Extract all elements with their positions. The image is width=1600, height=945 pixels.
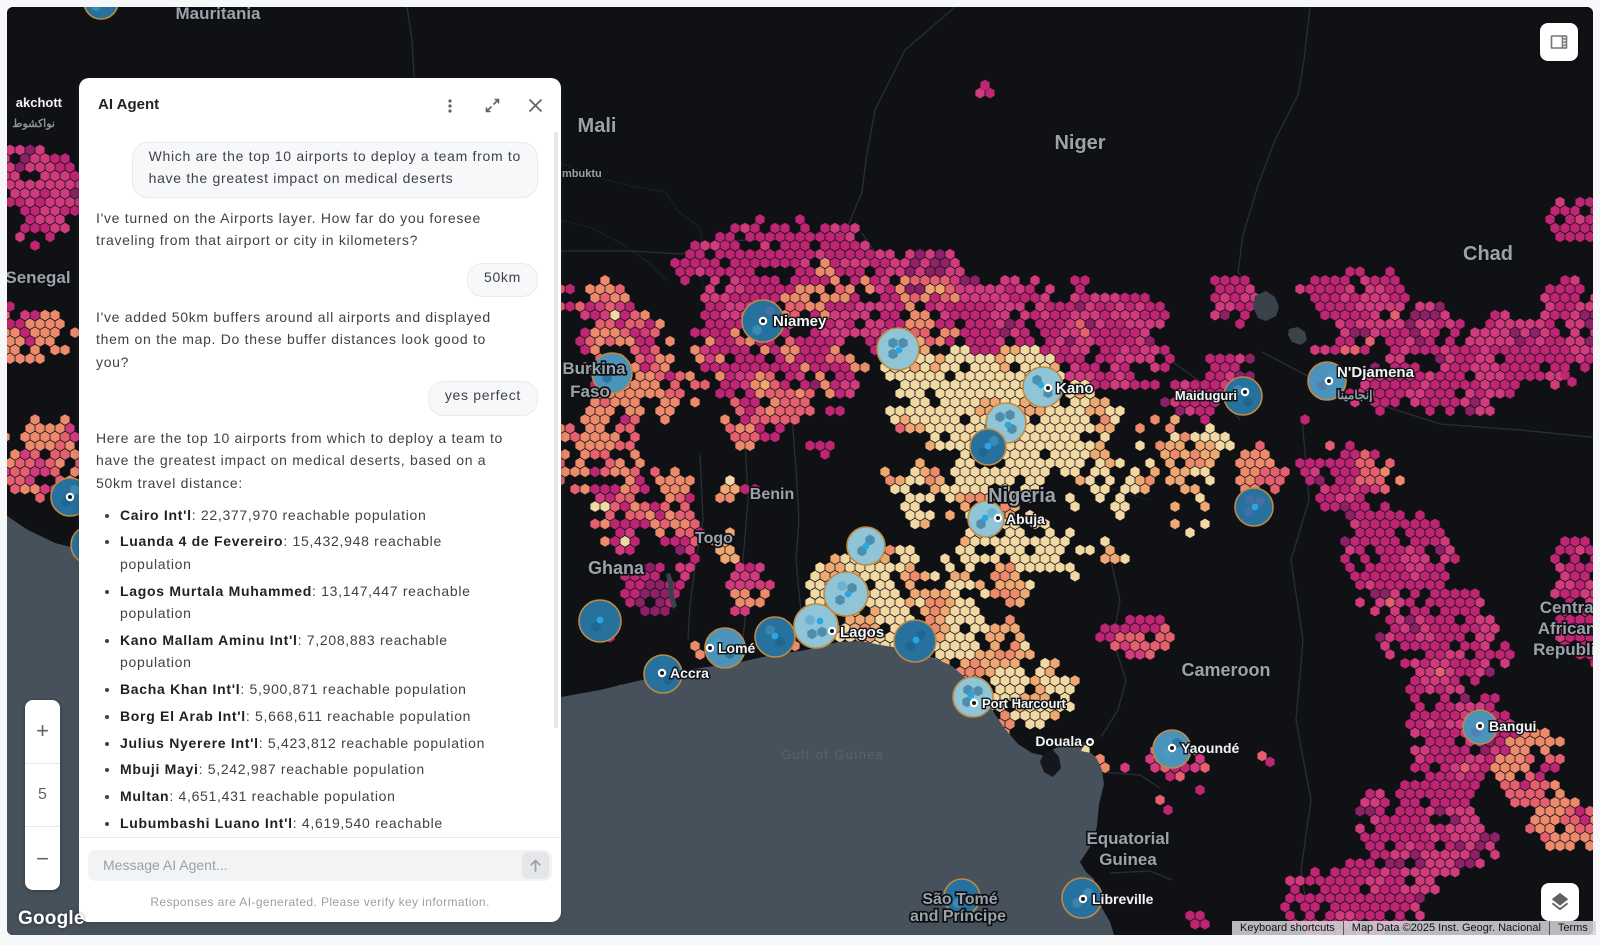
svg-text:Douala: Douala [1035, 733, 1082, 749]
svg-text:Central: Central [1540, 598, 1593, 617]
svg-text:Lomé: Lomé [718, 640, 756, 656]
svg-text:Faso: Faso [570, 382, 610, 401]
svg-text:Niamey: Niamey [773, 313, 827, 330]
svg-text:Accra: Accra [670, 665, 709, 681]
svg-text:Gulf of Guinea: Gulf of Guinea [781, 748, 884, 762]
svg-text:Niger: Niger [1054, 132, 1105, 154]
svg-text:and Príncipe: and Príncipe [910, 908, 1006, 925]
svg-text:Lagos: Lagos [840, 624, 884, 641]
svg-text:Ghana: Ghana [588, 558, 645, 578]
svg-text:Maiduguri: Maiduguri [1175, 388, 1237, 403]
svg-text:Cameroon: Cameroon [1181, 660, 1270, 680]
svg-text:Senegal: Senegal [7, 268, 71, 287]
svg-text:Bangui: Bangui [1489, 718, 1536, 734]
svg-text:Libreville: Libreville [1092, 891, 1154, 907]
svg-text:Kano: Kano [1056, 380, 1094, 397]
svg-text:Benin: Benin [750, 486, 794, 503]
svg-text:mbuktu: mbuktu [562, 168, 602, 180]
svg-text:Port Harcourt: Port Harcourt [982, 696, 1066, 711]
svg-text:نواكشوط: نواكشوط [12, 118, 55, 130]
svg-text:Mauritania: Mauritania [175, 7, 261, 23]
svg-text:Chad: Chad [1463, 243, 1513, 265]
svg-text:N'Djamena: N'Djamena [1337, 364, 1415, 381]
svg-text:Republic: Republic [1533, 640, 1593, 659]
svg-text:Abuja: Abuja [1006, 511, 1045, 527]
svg-text:Yaoundé: Yaoundé [1181, 740, 1240, 756]
svg-text:Nigeria: Nigeria [988, 485, 1057, 507]
svg-text:akchott: akchott [16, 95, 63, 110]
svg-text:Mali: Mali [578, 115, 617, 137]
svg-text:African: African [1538, 619, 1593, 638]
svg-text:Guinea: Guinea [1099, 850, 1157, 869]
svg-text:Togo: Togo [695, 530, 733, 547]
svg-text:Equatorial: Equatorial [1086, 829, 1169, 848]
svg-text:Burkina: Burkina [562, 359, 626, 378]
svg-text:إنجامينا: إنجامينا [1337, 388, 1372, 403]
svg-text:São Tomé: São Tomé [922, 891, 997, 908]
